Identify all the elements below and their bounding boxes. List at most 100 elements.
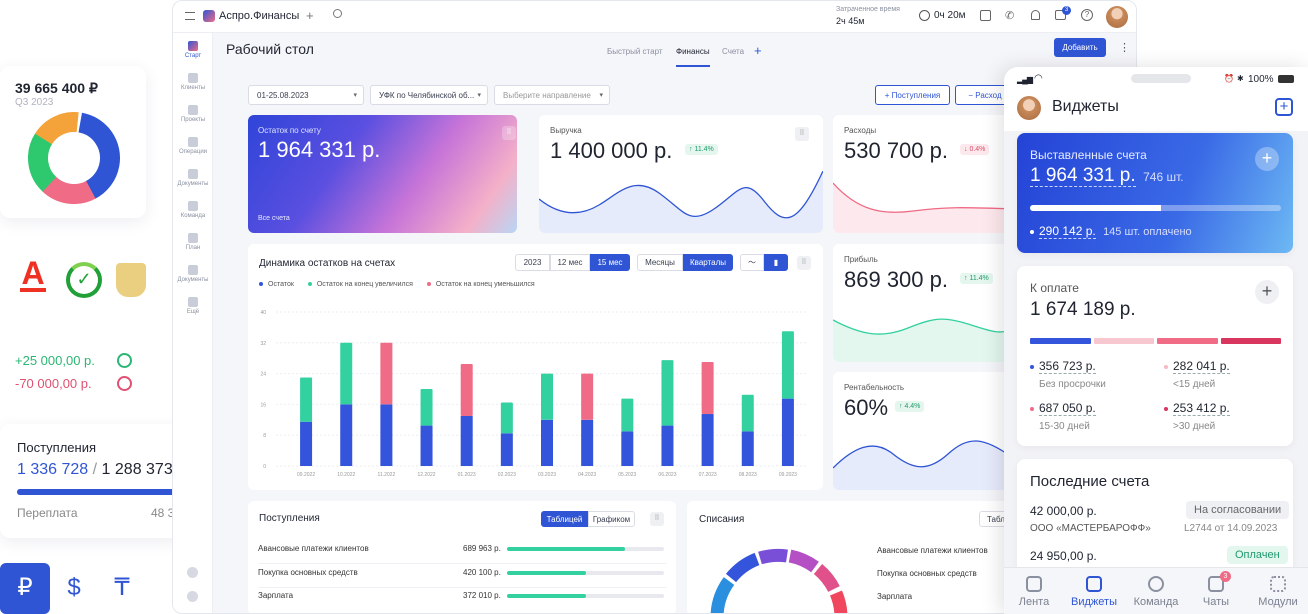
kpi-value: 39 665 400 ₽ — [15, 80, 98, 96]
bar-base — [621, 431, 634, 466]
plus-icon[interactable]: + — [1255, 280, 1279, 304]
overpay-label: Переплата — [17, 506, 78, 520]
drag-icon[interactable]: ⠿ — [795, 127, 809, 141]
help-icon[interactable]: ? — [1081, 9, 1093, 21]
receipts-table-card: Поступления Таблицей Графиком ⠿ Авансовы… — [248, 501, 676, 613]
phone-icon[interactable]: ✆ — [1005, 10, 1015, 22]
nav-chats[interactable]: Чаты — [1186, 576, 1246, 608]
plus-icon[interactable]: + — [1255, 147, 1279, 171]
to-pay-label: К оплате — [1030, 281, 1079, 295]
recent-number: L2744 от 14.09.2023 — [1184, 523, 1278, 534]
x-tick-label: 07.2023 — [699, 472, 717, 478]
expenses-widget[interactable]: Расходы 530 700 р. ↓ 0.4% — [833, 115, 1013, 233]
drag-icon[interactable]: ⠿ — [797, 256, 811, 270]
tab-finance[interactable]: Финансы — [676, 47, 710, 67]
sidebar-item-team[interactable]: Команда — [173, 201, 213, 219]
bar-base — [581, 419, 594, 466]
quarters-button[interactable]: Кварталы — [683, 254, 733, 271]
add-widget-icon[interactable]: + — [1275, 98, 1293, 116]
period-12-button[interactable]: 12 мес — [550, 254, 590, 271]
currency-kzt-button[interactable]: ₸ — [114, 574, 130, 601]
legend-base: Остаток — [268, 281, 294, 288]
sidebar-item-operations[interactable]: Операции — [173, 137, 213, 155]
margin-widget[interactable]: Рентабельность 60% ↑ 4.4% — [833, 372, 1013, 490]
drag-icon[interactable]: ⠿ — [650, 512, 664, 526]
writeoff-row: Зарплата — [877, 592, 913, 601]
nav-widgets[interactable]: Виджеты — [1064, 576, 1124, 608]
direction-select[interactable]: Выберите направление — [494, 85, 610, 105]
bar-base — [741, 431, 754, 466]
nav-feed[interactable]: Лента — [1004, 576, 1064, 608]
bar-delta — [661, 360, 674, 426]
bar-delta — [701, 362, 714, 415]
chat-icon[interactable] — [1055, 10, 1066, 20]
add-button[interactable]: Добавить — [1054, 38, 1106, 57]
currency-rub-button[interactable]: ₽ — [0, 563, 50, 614]
bar-base — [420, 425, 433, 466]
period-15-button[interactable]: 15 мес — [590, 254, 630, 271]
sidebar-item-documents-2[interactable]: Документы — [173, 265, 213, 283]
nav-badge: 3 — [1220, 571, 1231, 582]
writeoffs-card: Списания Табл Авансовые платежи клиентов… — [687, 501, 1013, 613]
notes-icon[interactable] — [980, 10, 991, 21]
sidebar-item-clients[interactable]: Клиенты — [173, 73, 213, 91]
kebab-icon[interactable]: ⋮ — [1119, 42, 1130, 54]
bank-logo-alfa: А — [20, 255, 46, 292]
sidebar-item-plan[interactable]: План — [173, 233, 213, 251]
table-row: Зарплата 372 010 р. — [258, 591, 666, 611]
phone-avatar[interactable] — [1017, 96, 1041, 120]
sidebar-bottom-icon[interactable] — [187, 591, 198, 602]
projects-icon — [188, 105, 198, 115]
tab-quick-start[interactable]: Быстрый старт — [607, 47, 663, 56]
add-tab-icon[interactable]: + — [754, 43, 762, 58]
currency-usd-button[interactable]: $ — [67, 574, 81, 601]
profit-widget[interactable]: Прибыль 869 300 р. ↑ 11.4% — [833, 244, 1013, 362]
period-select[interactable]: 01-25.08.2023 — [248, 85, 364, 105]
line-view-button[interactable]: 〜 — [740, 254, 764, 271]
year-2023-button[interactable]: 2023 — [515, 254, 550, 271]
sidebar-item-documents[interactable]: Документы — [173, 169, 213, 187]
sidebar-item-more[interactable]: Ещё — [173, 297, 213, 315]
menu-icon[interactable] — [185, 12, 195, 20]
recent-invoices-widget[interactable]: Последние счета 42 000,00 р. На согласов… — [1017, 459, 1293, 579]
expenses-label: Расходы — [844, 126, 877, 135]
search-icon[interactable] — [333, 9, 342, 18]
sidebar-item-projects[interactable]: Проекты — [173, 105, 213, 123]
receipts-sep: / — [92, 461, 98, 478]
months-button[interactable]: Месяцы — [637, 254, 683, 271]
avatar[interactable] — [1106, 6, 1128, 28]
invoices-widget[interactable]: Выставленные счета 1 964 331 р. 746 шт. … — [1017, 133, 1293, 253]
balance-widget[interactable]: Остаток по счету 1 964 331 р. Все счета … — [248, 115, 517, 233]
income-button[interactable]: + Поступления — [875, 85, 950, 105]
to-pay-widget[interactable]: К оплате 1 674 189 р. + 356 723 р. Без пр… — [1017, 266, 1293, 446]
bar-delta — [380, 342, 393, 405]
bar-view-button[interactable]: ▮ — [764, 254, 788, 271]
org-select[interactable]: УФК по Челябинской об... — [370, 85, 488, 105]
new-tab-icon[interactable]: + — [306, 8, 314, 23]
writeoff-row: Авансовые платежи клиентов — [877, 546, 988, 555]
sidebar-bottom-icon[interactable] — [187, 567, 198, 578]
balance-bar-chart: 0 8 16 24 32 40 09.2022 10.2022 11.2022 12.2022 01… — [260, 310, 808, 478]
revenue-widget[interactable]: Выручка 1 400 000 р. ↑ 11.4% ⠿ — [539, 115, 823, 233]
view-table-button[interactable]: Таблицей — [541, 511, 588, 527]
bell-icon[interactable] — [1031, 10, 1040, 20]
bar-delta — [621, 398, 634, 432]
sidebar-item-start[interactable]: Старт — [173, 41, 213, 59]
margin-change: ↑ 4.4% — [895, 401, 925, 412]
line-chart-icon: 〜 — [748, 258, 756, 267]
tab-invoices[interactable]: Счета — [722, 47, 745, 56]
view-chart-button[interactable]: Графиком — [588, 511, 635, 527]
time-label: Затраченное время — [836, 6, 900, 13]
nav-team[interactable]: Команда — [1126, 576, 1186, 608]
nav-modules[interactable]: Модули — [1248, 576, 1308, 608]
timer-icon[interactable] — [919, 10, 930, 21]
bar-base — [460, 415, 473, 466]
to-pay-value: 1 674 189 р. — [1030, 299, 1136, 320]
writeoffs-title: Списания — [699, 514, 745, 525]
x-tick-label: 06.2023 — [658, 472, 676, 478]
drag-icon[interactable]: ⠿ — [502, 126, 516, 140]
timer-value[interactable]: 0ч 20м — [934, 10, 966, 21]
margin-label: Рентабельность — [844, 383, 905, 392]
legend-dot-base — [259, 282, 263, 287]
profit-change: ↑ 11.4% — [960, 273, 993, 284]
